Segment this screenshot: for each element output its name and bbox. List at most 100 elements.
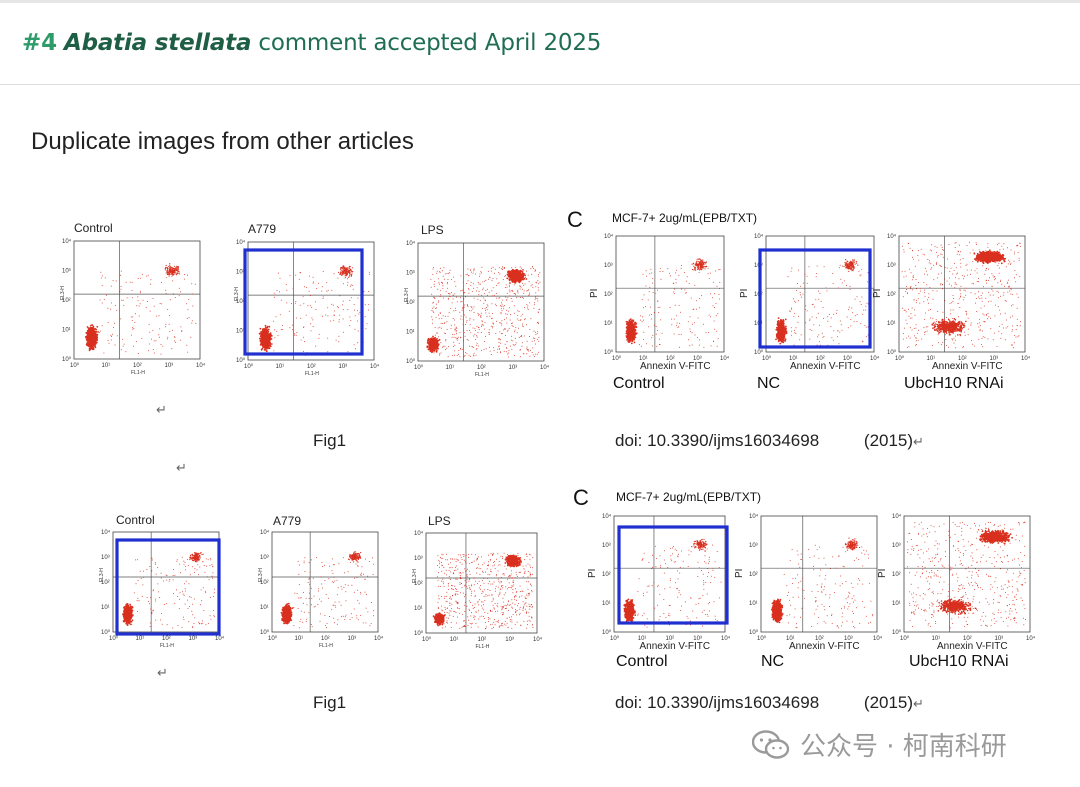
comment-header: #4 Abatia stellata comment accepted Apri…	[22, 30, 601, 56]
svg-text:FL3-H: FL3-H	[99, 568, 105, 582]
label-control: Control	[616, 653, 668, 670]
svg-text:10¹: 10¹	[446, 365, 455, 371]
plot-title-control: Control	[74, 221, 113, 235]
svg-text:10⁴: 10⁴	[260, 529, 270, 536]
svg-text:10⁰: 10⁰	[236, 357, 246, 364]
svg-text:10³: 10³	[189, 636, 198, 642]
svg-text:10¹: 10¹	[236, 329, 245, 335]
svg-text:10⁰: 10⁰	[406, 358, 416, 365]
panel-letter-c: C	[573, 485, 589, 510]
svg-text:10²: 10²	[101, 580, 110, 586]
label-control: Control	[613, 375, 665, 392]
svg-text:10⁴: 10⁴	[215, 635, 225, 642]
paragraph-mark: ↵	[157, 666, 168, 681]
svg-text:10⁴: 10⁴	[196, 362, 206, 369]
label-ubch10: UbcH10 RNAi	[909, 653, 1009, 670]
svg-text:10⁴: 10⁴	[370, 363, 380, 370]
svg-text:10³: 10³	[509, 365, 518, 371]
duplicate-highlight-box	[243, 248, 364, 356]
svg-text:10³: 10³	[236, 270, 245, 276]
comment-number: #4	[22, 30, 57, 56]
svg-text:10²: 10²	[62, 298, 71, 304]
svg-text:10¹: 10¹	[295, 636, 304, 642]
svg-text:10³: 10³	[348, 636, 357, 642]
paragraph-mark: ↵	[913, 696, 924, 711]
duplicate-highlight-box	[617, 525, 729, 625]
plot-title-control: Control	[116, 513, 155, 527]
doi-text: doi: 10.3390/ijms16034698	[615, 693, 820, 712]
fig1-caption-bottom: Fig1	[313, 693, 347, 712]
divider	[0, 84, 1080, 85]
doi-year: (2015)	[863, 693, 914, 712]
species-name: Abatia stellata	[64, 30, 252, 56]
svg-text:10²: 10²	[477, 365, 486, 371]
svg-text:10⁰: 10⁰	[268, 635, 278, 642]
svg-text:10⁰: 10⁰	[101, 629, 111, 636]
doi-citation-top: doi: 10.3390/ijms16034698 (2015)↵	[615, 431, 924, 451]
svg-text:10⁰: 10⁰	[62, 356, 72, 363]
wechat-watermark: 公众号 · 柯南科研	[752, 726, 1007, 763]
doi-year: (2015)	[863, 431, 914, 450]
svg-text:FL1-H: FL1-H	[131, 370, 145, 376]
label-nc: NC	[757, 375, 781, 392]
svg-text:FL1-H: FL1-H	[305, 371, 319, 377]
svg-text:10³: 10³	[62, 269, 71, 275]
svg-text:FL3-H: FL3-H	[258, 568, 264, 582]
svg-text:10⁴: 10⁴	[236, 239, 246, 246]
svg-text:10⁴: 10⁴	[101, 529, 111, 536]
label-ubch10: UbcH10 RNAi	[904, 375, 1004, 392]
svg-text:10⁰: 10⁰	[260, 629, 270, 636]
svg-text:10³: 10³	[406, 271, 415, 277]
svg-text:10²: 10²	[406, 300, 415, 306]
svg-text:10²: 10²	[307, 364, 316, 370]
svg-text:10²: 10²	[162, 636, 171, 642]
wechat-icon	[752, 729, 790, 759]
svg-text:10¹: 10¹	[260, 605, 269, 611]
svg-text:10⁴: 10⁴	[406, 240, 416, 247]
svg-text:10²: 10²	[133, 363, 142, 369]
paragraph-mark: ↵	[176, 461, 187, 476]
svg-text:10³: 10³	[260, 555, 269, 561]
svg-text:10¹: 10¹	[276, 364, 285, 370]
comment-status: comment accepted April 2025	[258, 30, 602, 56]
svg-text:10⁴: 10⁴	[540, 364, 550, 371]
plot-title-lps: LPS	[421, 223, 444, 237]
svg-text:10³: 10³	[101, 555, 110, 561]
paragraph-mark: ↵	[156, 403, 167, 418]
svg-text:10⁴: 10⁴	[374, 635, 384, 642]
svg-text:FL1-H: FL1-H	[475, 372, 489, 378]
svg-text:FL1-H: FL1-H	[319, 643, 333, 649]
plot-title-a779: A779	[248, 222, 277, 236]
svg-text:10⁴: 10⁴	[62, 238, 72, 245]
svg-text:10¹: 10¹	[102, 363, 111, 369]
doi-citation-bottom: doi: 10.3390/ijms16034698 (2015)↵	[615, 693, 924, 713]
svg-text:FL3-H: FL3-H	[234, 287, 240, 301]
label-nc: NC	[761, 653, 785, 670]
duplicate-highlight-box	[115, 538, 221, 636]
section-title: Duplicate images from other articles	[31, 128, 414, 155]
duplicate-highlight-box	[758, 248, 872, 349]
svg-text:10¹: 10¹	[62, 328, 71, 334]
svg-text:10³: 10³	[165, 363, 174, 369]
watermark-text: 公众号 · 柯南科研	[800, 732, 1007, 762]
fig1-caption-top: Fig1	[313, 431, 347, 450]
top-border	[0, 0, 1080, 3]
svg-text:10²: 10²	[260, 580, 269, 586]
svg-text:10¹: 10¹	[406, 330, 415, 336]
svg-text:10⁰: 10⁰	[70, 362, 80, 369]
svg-text:10¹: 10¹	[136, 636, 145, 642]
svg-text:10⁰: 10⁰	[414, 364, 424, 371]
plot-title-a779: A779	[273, 514, 302, 528]
